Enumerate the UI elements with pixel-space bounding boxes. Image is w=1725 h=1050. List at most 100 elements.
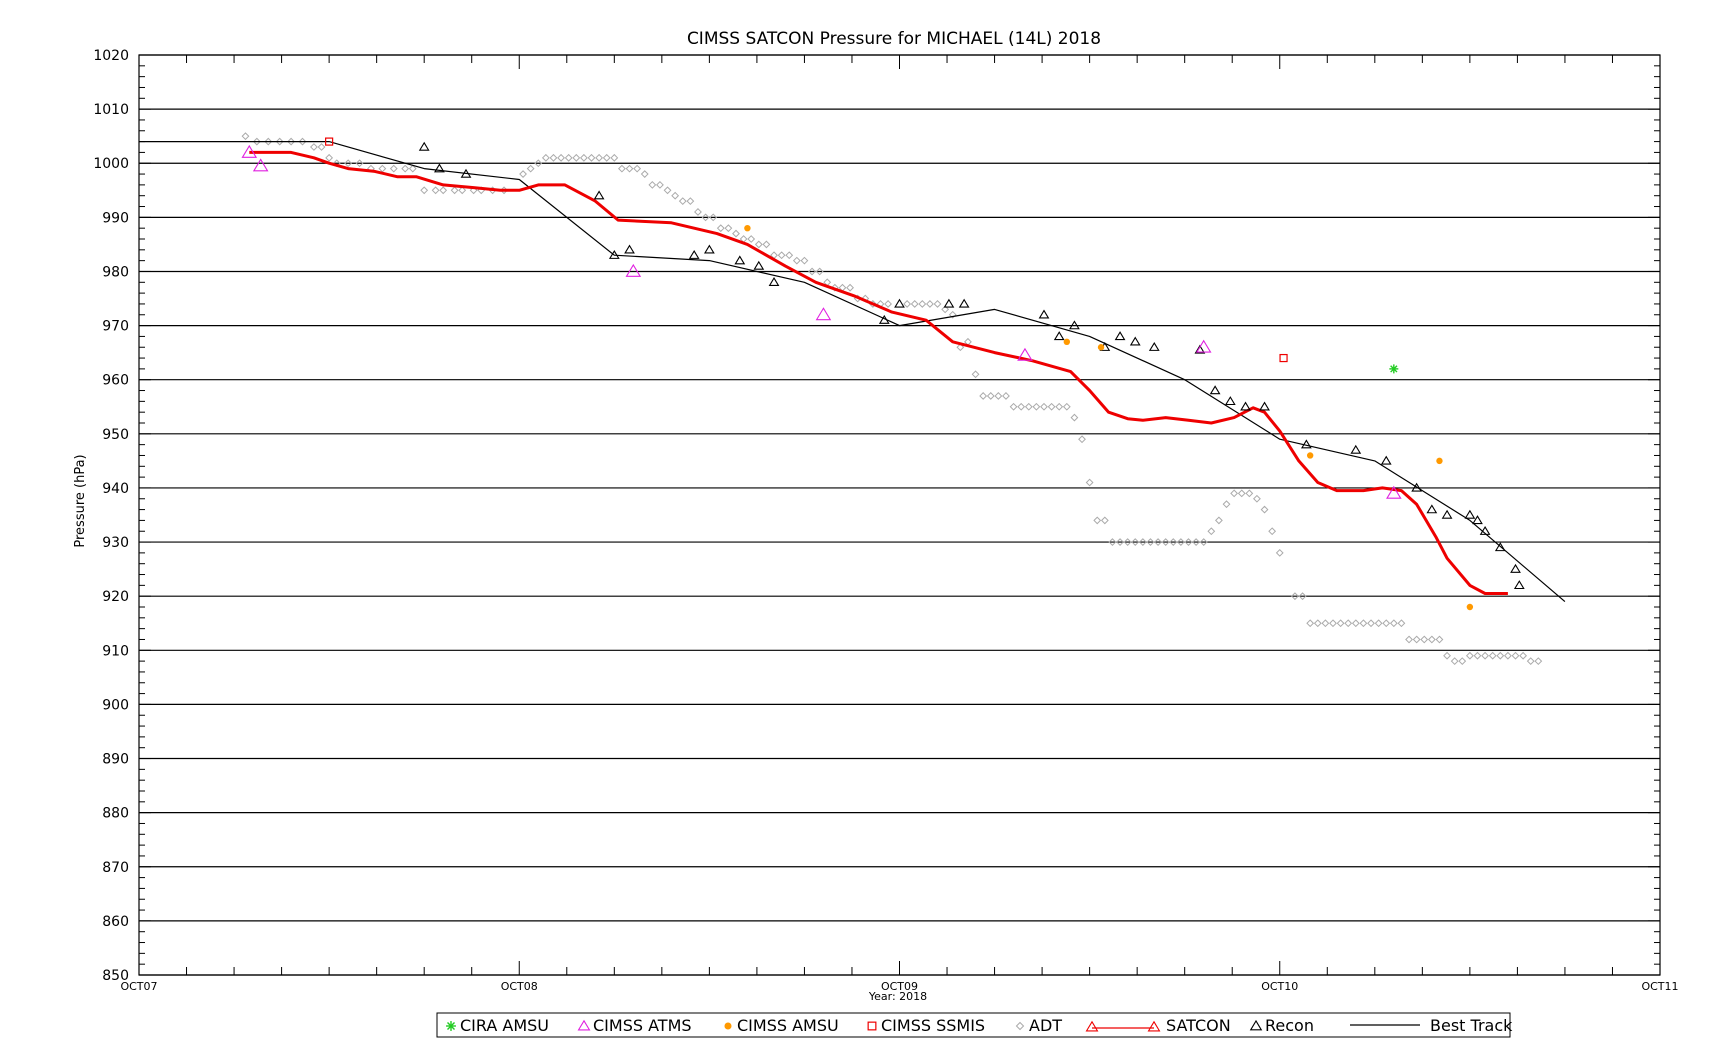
recon-point xyxy=(1129,336,1141,346)
adt-point xyxy=(450,186,459,195)
adt-point xyxy=(994,392,1003,400)
adt-point xyxy=(792,256,801,265)
adt-point xyxy=(287,137,296,146)
recon-point xyxy=(753,260,765,270)
adt-point xyxy=(948,310,957,319)
legend: CIRA AMSU CIMSS ATMS CIMSS AMSU CIMSS SSMIS… xyxy=(436,1012,1513,1038)
cimss-ssmis-point xyxy=(325,137,334,146)
legend-item-cimss-ssmis: CIMSS SSMIS xyxy=(867,1016,985,1035)
adt-point xyxy=(1511,651,1520,660)
recon-point xyxy=(1240,401,1251,411)
recon-point xyxy=(460,168,472,178)
recon-point xyxy=(1194,344,1206,354)
adt-point xyxy=(572,153,581,162)
adt-point xyxy=(747,235,756,243)
recon-point xyxy=(1426,504,1438,514)
adt-point xyxy=(408,164,417,173)
adt-point xyxy=(1062,402,1071,411)
adt-point xyxy=(610,153,619,162)
adt-point xyxy=(724,224,733,233)
adt-point xyxy=(1222,500,1231,509)
cimss-atms-point xyxy=(1195,339,1212,353)
cimss-atms-point xyxy=(625,263,642,277)
adt-point xyxy=(264,137,273,146)
cimss-amsu-point xyxy=(1436,457,1443,465)
y-tick-label: 870 xyxy=(102,860,129,876)
adt-point xyxy=(439,186,448,195)
recon-point xyxy=(1513,580,1525,590)
legend-swatch xyxy=(1015,1021,1025,1031)
adt-point xyxy=(686,197,695,206)
adt-point xyxy=(1108,538,1117,546)
recon-point xyxy=(1209,385,1221,395)
adt-point xyxy=(602,153,611,162)
adt-point xyxy=(1047,402,1056,411)
legend-label: CIMSS SSMIS xyxy=(881,1016,985,1035)
cimss-amsu-point xyxy=(1466,603,1474,611)
series-adt xyxy=(241,132,1543,666)
adt-point xyxy=(678,197,687,206)
adt-point xyxy=(1260,505,1269,514)
adt-point xyxy=(800,256,809,265)
x-tick-label: OCT11 xyxy=(1641,980,1678,993)
adt-point xyxy=(903,300,912,308)
adt-point xyxy=(986,392,995,400)
adt-point xyxy=(344,159,353,168)
adt-point xyxy=(762,240,771,249)
adt-point xyxy=(1123,538,1132,546)
recon-point xyxy=(1494,542,1506,552)
recon-point xyxy=(1224,396,1236,406)
adt-point xyxy=(933,300,942,308)
adt-point xyxy=(1009,402,1018,411)
cimss-atms-point xyxy=(1386,485,1402,499)
plot-frame xyxy=(138,54,1661,976)
adt-point xyxy=(579,153,588,162)
recon-point xyxy=(1114,331,1126,341)
plot-area xyxy=(139,132,1566,666)
axes xyxy=(138,54,1661,976)
y-tick-label: 950 xyxy=(102,427,129,443)
adt-point xyxy=(1215,516,1223,525)
cimss-amsu-point xyxy=(1306,452,1314,459)
adt-point xyxy=(431,186,440,195)
adt-point xyxy=(325,153,334,162)
adt-point xyxy=(1526,657,1535,666)
adt-point xyxy=(1100,516,1109,525)
legend-item-recon: Recon xyxy=(1249,1016,1314,1035)
adt-point xyxy=(317,143,326,151)
adt-point xyxy=(1496,651,1505,660)
cimss-amsu-point xyxy=(744,224,751,232)
series-cimss-ssmis xyxy=(325,137,1288,363)
recon-point xyxy=(1411,482,1423,492)
recon-point xyxy=(943,298,955,308)
legend-label: CIRA AMSU xyxy=(460,1016,549,1035)
adt-point xyxy=(1427,635,1436,644)
adt-point xyxy=(1435,635,1444,644)
y-tick-label: 880 xyxy=(102,806,129,822)
legend-label: ADT xyxy=(1029,1016,1062,1035)
adt-point xyxy=(709,213,718,222)
adt-point xyxy=(618,164,626,173)
legend-label: SATCON xyxy=(1166,1016,1231,1035)
cimss-atms-point xyxy=(252,158,269,172)
cimss-amsu-point xyxy=(1097,344,1105,351)
adt-point xyxy=(587,153,596,162)
adt-point xyxy=(1450,657,1459,666)
adt-point xyxy=(671,191,680,200)
adt-point xyxy=(1253,494,1261,503)
adt-point xyxy=(1351,619,1360,628)
adt-point xyxy=(1154,538,1162,546)
y-tick-label: 900 xyxy=(102,697,129,713)
legend-item-best-track: Best Track xyxy=(1350,1016,1513,1035)
y-tick-label: 910 xyxy=(102,643,129,659)
x-tick-label: OCT09 xyxy=(881,980,918,993)
y-tick-label: 890 xyxy=(102,752,129,768)
adt-point xyxy=(1055,402,1064,411)
adt-point xyxy=(1519,651,1528,660)
y-gridlines xyxy=(139,54,1660,976)
adt-point xyxy=(1199,538,1208,546)
adt-point xyxy=(1336,619,1345,628)
recon-point xyxy=(1038,309,1050,319)
adt-point xyxy=(1465,651,1474,660)
adt-point xyxy=(1313,619,1322,628)
